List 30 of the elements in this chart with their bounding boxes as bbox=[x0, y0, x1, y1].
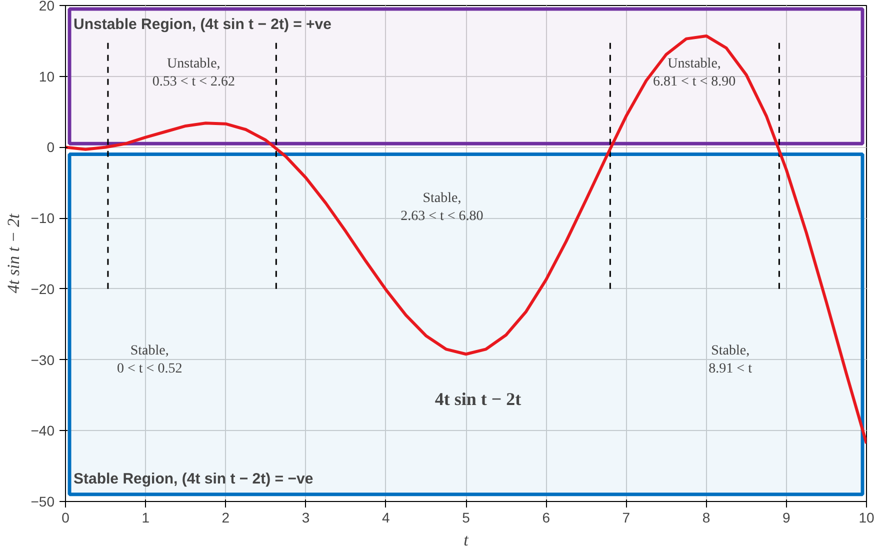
x-tick-label: 1 bbox=[142, 510, 150, 526]
x-tick-label: 8 bbox=[702, 510, 710, 526]
band-label: Unstable Region, (4t sin t − 2t) = +ve bbox=[74, 16, 332, 34]
annotation: Unstable, 6.81 < t < 8.90 bbox=[652, 56, 736, 90]
line-series bbox=[66, 34, 866, 445]
x-tick-label: 10 bbox=[858, 510, 874, 526]
x-tick-label: 7 bbox=[622, 510, 630, 526]
y-tick-label: −30 bbox=[30, 352, 55, 368]
x-tick-label: 4 bbox=[382, 510, 390, 526]
annotation: Stable, 8.91 < t bbox=[708, 343, 752, 376]
x-axis-title: t bbox=[464, 530, 470, 550]
x-tick-label: 6 bbox=[542, 510, 550, 526]
y-tick-label: −40 bbox=[30, 422, 55, 439]
x-tick-label: 3 bbox=[302, 510, 310, 526]
y-tick-label: −10 bbox=[30, 210, 55, 226]
x-tick-label: 5 bbox=[462, 510, 470, 526]
annotation: Unstable, 0.53 < t < 2.62 bbox=[152, 56, 236, 90]
x-tick-label: 0 bbox=[62, 510, 70, 526]
x-tick-label: 2 bbox=[222, 510, 230, 526]
y-tick-label: 20 bbox=[38, 0, 55, 14]
y-tick-label: −20 bbox=[30, 280, 55, 297]
annotation: 4t sin t − 2t bbox=[434, 388, 522, 409]
y-axis-title: 4t sin t − 2t bbox=[4, 212, 23, 294]
y-tick-label: 10 bbox=[38, 68, 55, 84]
annotation: Stable, 2.63 < t < 6.80 bbox=[400, 190, 484, 224]
annotation: Stable, 0 < t < 0.52 bbox=[117, 343, 182, 376]
band-label: Stable Region, (4t sin t − 2t) = −ve bbox=[74, 470, 314, 488]
y-tick-label: −50 bbox=[30, 494, 55, 510]
x-tick-label: 9 bbox=[782, 510, 791, 526]
y-tick-label: 0 bbox=[46, 139, 55, 156]
